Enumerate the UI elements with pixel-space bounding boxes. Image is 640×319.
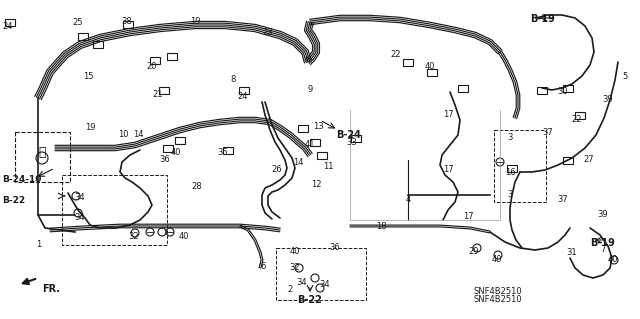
Bar	[537, 86, 547, 93]
Text: 34: 34	[75, 213, 85, 222]
Text: 8: 8	[230, 75, 236, 84]
Text: B-22: B-22	[298, 295, 323, 305]
Bar	[351, 135, 361, 142]
Text: 16: 16	[505, 168, 515, 177]
Text: 3: 3	[508, 133, 513, 142]
Text: 37: 37	[557, 195, 568, 204]
Bar	[310, 138, 320, 145]
Text: 40: 40	[171, 148, 181, 157]
Text: 18: 18	[376, 222, 387, 231]
Text: 35: 35	[218, 148, 228, 157]
Bar	[317, 152, 327, 159]
Bar	[123, 20, 133, 27]
Text: 23: 23	[262, 28, 273, 37]
Text: 29: 29	[468, 247, 479, 256]
Bar	[78, 33, 88, 40]
Text: B-24: B-24	[336, 130, 361, 140]
Text: 5: 5	[622, 72, 628, 81]
Text: 12: 12	[311, 180, 321, 189]
Text: 36: 36	[330, 243, 340, 252]
Text: 11: 11	[323, 162, 333, 171]
Text: 22: 22	[572, 115, 582, 124]
Text: 19: 19	[189, 17, 200, 26]
Bar	[93, 41, 103, 48]
Text: 34: 34	[75, 193, 85, 202]
Bar	[563, 157, 573, 164]
Text: 32: 32	[290, 263, 300, 272]
Text: 1: 1	[36, 240, 42, 249]
Text: 40: 40	[608, 255, 618, 264]
Text: B-19: B-19	[530, 14, 555, 24]
Text: 17: 17	[443, 165, 453, 174]
Text: 39: 39	[603, 95, 613, 104]
Text: 37: 37	[543, 128, 554, 137]
Bar	[167, 53, 177, 60]
Text: B-22: B-22	[2, 196, 25, 205]
Text: 38: 38	[122, 17, 132, 26]
Text: B-24-10: B-24-10	[2, 175, 42, 184]
Bar	[403, 58, 413, 65]
Bar	[298, 124, 308, 131]
Text: 14: 14	[292, 158, 303, 167]
Text: 40: 40	[179, 232, 189, 241]
Text: 9: 9	[307, 85, 312, 94]
Text: 33: 33	[347, 138, 357, 147]
Bar	[458, 85, 468, 92]
Bar	[239, 86, 249, 93]
Bar	[15, 132, 70, 182]
Text: 20: 20	[147, 62, 157, 71]
Text: 32: 32	[129, 232, 140, 241]
Bar	[427, 69, 437, 76]
Text: SNF4B2510: SNF4B2510	[473, 295, 522, 304]
Text: 17: 17	[443, 110, 453, 119]
Text: 15: 15	[83, 72, 93, 81]
Text: 24: 24	[237, 92, 248, 101]
Text: 31: 31	[566, 248, 577, 257]
Text: 21: 21	[153, 90, 163, 99]
Text: 34: 34	[320, 280, 330, 289]
Bar	[175, 137, 185, 144]
Text: 27: 27	[584, 155, 595, 164]
Text: 22: 22	[391, 50, 401, 59]
Text: 34: 34	[297, 278, 307, 287]
Text: 25: 25	[73, 18, 83, 27]
Bar	[276, 248, 366, 300]
Text: 36: 36	[159, 155, 170, 164]
Text: B-19: B-19	[590, 238, 615, 248]
Text: 19: 19	[84, 123, 95, 132]
Text: 7: 7	[600, 245, 605, 254]
Bar	[62, 175, 167, 245]
Text: 3: 3	[508, 190, 513, 199]
Text: 41: 41	[305, 140, 316, 149]
Text: 28: 28	[192, 182, 202, 191]
Bar	[494, 130, 546, 202]
Text: 13: 13	[313, 122, 323, 131]
Text: SNF4B2510: SNF4B2510	[473, 287, 522, 296]
Bar	[150, 56, 160, 63]
Bar	[159, 86, 169, 93]
Text: 17: 17	[463, 212, 474, 221]
Text: 10: 10	[118, 130, 128, 139]
Text: 14: 14	[132, 130, 143, 139]
Text: 40: 40	[425, 62, 435, 71]
Text: 39: 39	[598, 210, 608, 219]
Text: 40: 40	[492, 255, 502, 264]
Text: 30: 30	[557, 87, 568, 96]
Bar	[5, 19, 15, 26]
Text: ⬜: ⬜	[38, 145, 45, 159]
Text: 4: 4	[405, 195, 411, 204]
Bar	[507, 165, 517, 172]
Bar	[223, 146, 233, 153]
Text: 24: 24	[3, 22, 13, 31]
Text: 2: 2	[287, 285, 292, 294]
Bar	[163, 145, 173, 152]
Bar	[563, 85, 573, 92]
Text: 26: 26	[272, 165, 282, 174]
Text: FR.: FR.	[42, 284, 60, 294]
Bar	[575, 112, 585, 118]
Text: 6: 6	[260, 262, 266, 271]
Text: 40: 40	[290, 247, 300, 256]
